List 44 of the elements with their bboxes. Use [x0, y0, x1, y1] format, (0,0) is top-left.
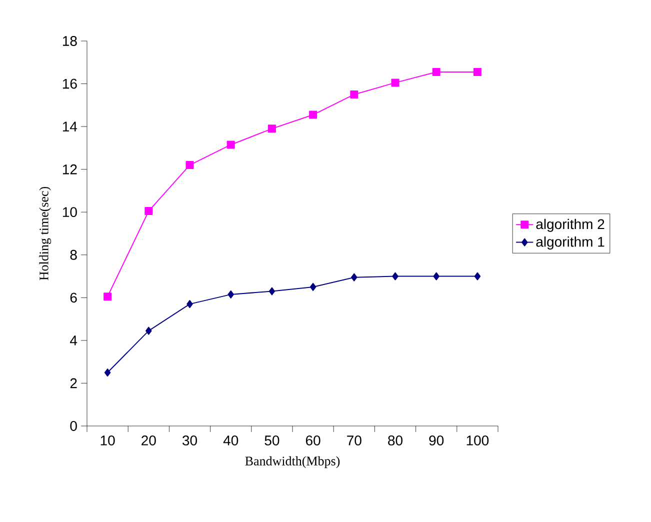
point — [228, 290, 234, 298]
x-tick-label: 90 — [429, 436, 444, 446]
y-tick-label: 10 — [62, 207, 77, 218]
point — [310, 282, 316, 291]
x-tick-label: 30 — [182, 436, 197, 446]
legend-label: algorithm 1 — [536, 236, 604, 250]
point — [474, 272, 481, 280]
point — [473, 68, 482, 76]
x-tick-label: 20 — [142, 436, 156, 446]
y-tick-label: 12 — [62, 164, 77, 174]
x-tick-label: 60 — [306, 436, 320, 446]
y-tick-label: 16 — [62, 78, 77, 89]
y-tick-label: 4 — [70, 336, 78, 346]
legend-label: algorithm 2 — [536, 218, 604, 232]
point — [392, 272, 398, 280]
point — [186, 300, 193, 308]
point — [432, 68, 440, 76]
x-tick-label: 40 — [223, 436, 238, 446]
point — [146, 326, 152, 335]
y-tick-label: 18 — [62, 36, 77, 46]
point — [104, 368, 111, 377]
point — [104, 292, 112, 301]
point — [309, 110, 318, 119]
point — [433, 272, 440, 280]
x-tick-label: 50 — [264, 436, 280, 446]
x-axis-title: Bandwidth(Mbps) — [245, 456, 340, 468]
y-tick-label: 2 — [70, 378, 77, 388]
y-tick-label: 0 — [70, 421, 77, 431]
y-tick-label: 14 — [62, 122, 78, 132]
point — [268, 124, 276, 133]
point — [351, 273, 358, 282]
point — [268, 287, 276, 296]
point — [144, 207, 153, 216]
x-tick-label: 80 — [388, 436, 402, 446]
point — [350, 90, 358, 98]
y-tick-label: 6 — [70, 292, 77, 303]
x-tick-label: 10 — [100, 436, 115, 446]
point — [391, 78, 400, 87]
x-tick-label: 100 — [466, 436, 489, 446]
point — [186, 161, 194, 170]
y-tick-label: 8 — [70, 250, 77, 260]
point — [226, 140, 235, 149]
y-axis-title: Holding time(sec) — [39, 186, 52, 280]
x-tick-label: 70 — [347, 436, 362, 446]
